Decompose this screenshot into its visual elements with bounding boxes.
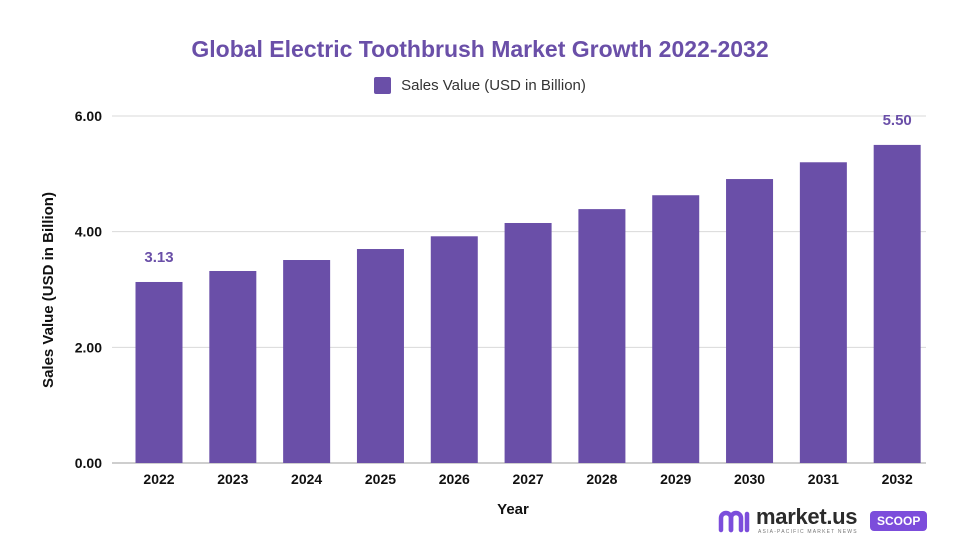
bar-2027	[504, 222, 552, 463]
bars	[135, 144, 921, 463]
x-tick-label: 2026	[439, 471, 470, 487]
x-tick-label: 2025	[365, 471, 396, 487]
bar-2025	[356, 249, 404, 463]
x-tick-label: 2032	[882, 471, 913, 487]
bar-2026	[430, 236, 478, 463]
bar-2022	[135, 281, 183, 463]
x-tick-label: 2027	[513, 471, 544, 487]
data-label-2032: 5.50	[883, 112, 912, 129]
brand-logo: market.us ASIA-PACIFIC MARKET NEWS SCOOP	[718, 504, 930, 540]
y-tick-label: 4.00	[75, 224, 102, 240]
chart-legend: Sales Value (USD in Billion)	[0, 77, 960, 94]
y-tick-label: 2.00	[75, 339, 102, 355]
x-tick-label: 2022	[143, 471, 174, 487]
logo-wordmark: market.us	[756, 504, 858, 529]
bar-2023	[209, 270, 257, 463]
x-tick-label: 2030	[734, 471, 765, 487]
y-tick-label: 0.00	[75, 455, 102, 471]
chart-title: Global Electric Toothbrush Market Growth…	[191, 36, 769, 62]
bar-2032	[873, 144, 921, 463]
y-axis-title: Sales Value (USD in Billion)	[40, 192, 57, 388]
x-tick-label: 2028	[586, 471, 617, 487]
market-us-logo-icon	[718, 510, 750, 533]
bar-2030	[726, 179, 774, 463]
legend-swatch	[374, 77, 392, 94]
x-tick-label: 2023	[217, 471, 248, 487]
logo-tagline: ASIA-PACIFIC MARKET NEWS	[758, 529, 858, 535]
labels: 0.00 2.00 4.00 6.00 2022 3.13 2023 2024 2025 2026…	[75, 108, 913, 487]
y-tick-label: 6.00	[75, 108, 102, 124]
x-tick-label: 2024	[291, 471, 322, 487]
x-tick-label: 2029	[660, 471, 691, 487]
bar-2028	[578, 209, 626, 463]
legend-label: Sales Value (USD in Billion)	[401, 77, 586, 94]
x-tick-label: 2031	[808, 471, 839, 487]
bar-2024	[283, 260, 331, 463]
data-label-2022: 3.13	[144, 249, 173, 266]
scoop-badge: SCOOP	[870, 511, 928, 531]
bar-2029	[652, 195, 700, 463]
x-axis-title: Year	[497, 501, 529, 518]
bar-2031	[799, 162, 847, 463]
